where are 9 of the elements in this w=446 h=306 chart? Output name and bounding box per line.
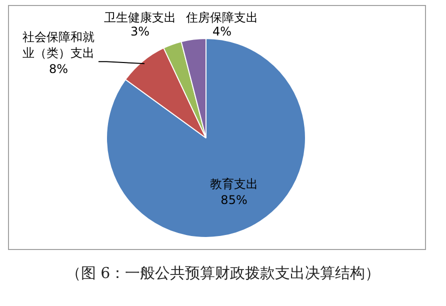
data-label: 8% — [48, 62, 68, 76]
slice-label: 教育支出 — [210, 177, 258, 192]
data-label: 4% — [212, 24, 232, 39]
data-label: 3% — [130, 24, 150, 39]
text: （图 6：一般公共预算财政拨款支出决算结构） — [64, 264, 382, 283]
slice-label: 住房保障支出 — [185, 10, 258, 25]
slice-label: 社会保障和就业（类）支出 — [22, 30, 94, 60]
data-label: 85% — [220, 193, 248, 208]
slice-label: 卫生健康支出 — [104, 10, 176, 25]
